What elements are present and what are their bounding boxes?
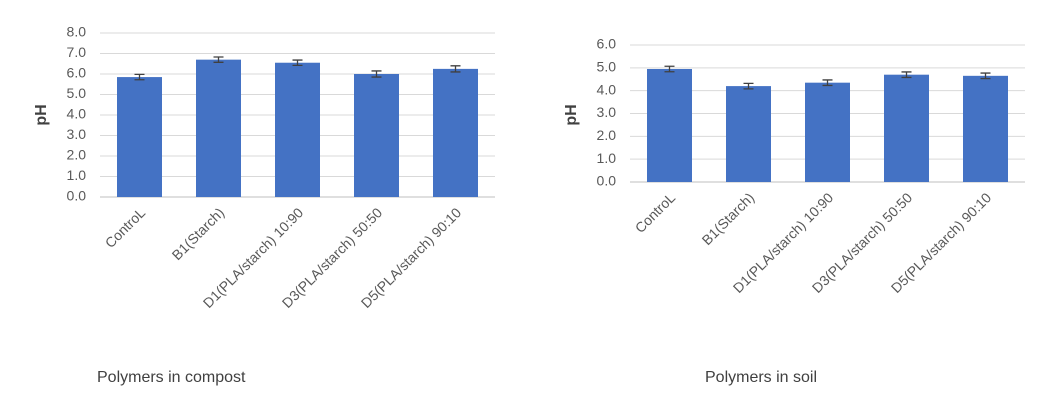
error-bar bbox=[134, 73, 145, 81]
y-tick-label: 5.0 bbox=[67, 85, 87, 101]
y-tick-label: 6.0 bbox=[597, 36, 617, 52]
bar bbox=[275, 62, 320, 197]
y-axis-title: pH bbox=[563, 104, 580, 125]
y-tick-label: 4.0 bbox=[67, 106, 87, 122]
error-bar bbox=[901, 71, 912, 79]
x-axis-title: Polymers in soil bbox=[705, 369, 817, 386]
y-tick-label: 6.0 bbox=[67, 65, 87, 81]
error-bar bbox=[292, 59, 303, 67]
x-tick-label: ControL bbox=[102, 204, 149, 251]
x-tick-label: B1(Starch) bbox=[169, 204, 228, 263]
bar bbox=[117, 77, 162, 197]
y-tick-label: 4.0 bbox=[597, 81, 617, 97]
bar bbox=[354, 74, 399, 197]
bar bbox=[884, 74, 929, 182]
bar bbox=[963, 75, 1008, 182]
y-tick-label: 0.0 bbox=[597, 173, 617, 189]
x-tick-label: B1(Starch) bbox=[699, 189, 758, 248]
y-tick-label: 1.0 bbox=[67, 167, 87, 183]
bar bbox=[647, 68, 692, 182]
y-tick-label: 1.0 bbox=[597, 150, 617, 166]
error-bar bbox=[743, 82, 754, 90]
y-tick-label: 3.0 bbox=[67, 126, 87, 142]
y-tick-label: 7.0 bbox=[67, 44, 87, 60]
x-axis-title: Polymers in compost bbox=[97, 369, 246, 386]
y-axis-title: pH bbox=[33, 104, 50, 125]
error-bar bbox=[822, 79, 833, 87]
y-tick-label: 5.0 bbox=[597, 59, 617, 75]
error-bar bbox=[450, 65, 461, 73]
error-bar bbox=[664, 65, 675, 73]
error-bar bbox=[371, 70, 382, 78]
y-tick-label: 3.0 bbox=[597, 104, 617, 120]
bar bbox=[726, 86, 771, 182]
y-tick-label: 2.0 bbox=[67, 147, 87, 163]
y-tick-label: 0.0 bbox=[67, 188, 87, 204]
y-tick-label: 2.0 bbox=[597, 127, 617, 143]
error-bar bbox=[980, 72, 991, 80]
y-tick-label: 8.0 bbox=[67, 24, 87, 40]
error-bar bbox=[213, 56, 224, 63]
bar bbox=[433, 68, 478, 197]
bar bbox=[805, 82, 850, 182]
x-tick-label: ControL bbox=[632, 189, 679, 236]
bar bbox=[196, 59, 241, 198]
